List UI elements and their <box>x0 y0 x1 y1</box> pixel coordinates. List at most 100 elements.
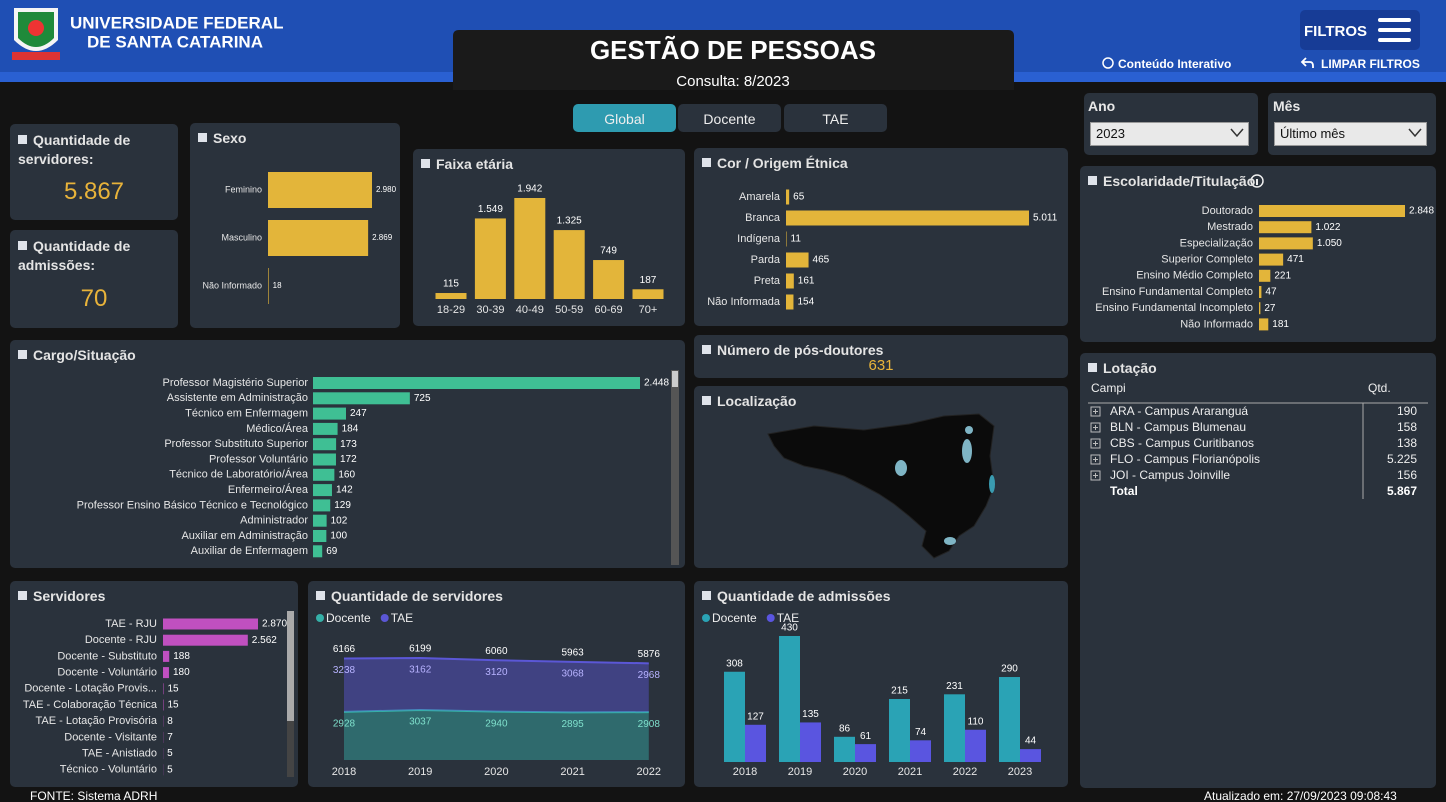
logo-star <box>28 20 44 36</box>
bar <box>313 499 331 512</box>
legend-swatch <box>316 614 324 622</box>
chart: Doutorado 2.848 Mestrado 1.022 Especializaçã… <box>1095 174 1434 331</box>
value-label: 172 <box>340 454 357 465</box>
tab[interactable]: TAE <box>784 104 887 132</box>
scrollbar[interactable] <box>671 370 679 565</box>
value-label: 61 <box>860 731 872 742</box>
legend-swatch <box>766 614 775 622</box>
value-label: 154 <box>797 297 814 308</box>
chart-panel: Amarela 65 Branca 5.011 Indígena 11 Parda 465 Pr… <box>694 148 1068 326</box>
category-label: Superior Completo <box>1161 254 1253 266</box>
category-label: Ensino Médio Completo <box>1136 270 1253 282</box>
chart-panel: 115 18-29 1.549 30-39 1.942 40-49 1.325 50-59 74… <box>413 149 685 326</box>
expand-icon[interactable] <box>1090 454 1101 465</box>
scroll-thumb[interactable] <box>287 611 294 721</box>
category-label: 60-69 <box>595 304 623 316</box>
value-label: 1.325 <box>557 216 582 227</box>
category-label: 2021 <box>560 766 584 778</box>
panel-title: Quantidade de admissões <box>702 588 891 604</box>
expand-icon[interactable] <box>1090 422 1101 433</box>
campus-value: 158 <box>1397 420 1417 434</box>
bar <box>1259 237 1313 250</box>
category-label: Auxiliar em Administração <box>181 530 308 542</box>
expand-icon[interactable] <box>1093 473 1098 478</box>
panel-title: Número de pós-doutores <box>702 342 883 358</box>
interactive-link[interactable]: Conteúdo Interativo <box>1118 57 1231 71</box>
column-header: Qtd. <box>1368 381 1391 395</box>
value-label: 160 <box>338 469 355 480</box>
clear-filters[interactable]: LIMPAR FILTROS <box>1321 57 1420 71</box>
bar <box>268 220 369 256</box>
bar <box>889 699 910 762</box>
icon <box>1378 18 1411 22</box>
panel-title: Cargo/Situação <box>18 347 136 363</box>
bar <box>745 724 766 762</box>
campus-name: ARA - Campus Araranguá <box>1110 404 1248 418</box>
value-label: 2.448 <box>644 378 669 389</box>
filters-label[interactable]: FILTROS <box>1304 23 1367 40</box>
value-label: 180 <box>173 667 190 678</box>
expand-icon[interactable] <box>1090 406 1101 417</box>
expand-icon[interactable] <box>1093 457 1098 462</box>
line <box>343 709 649 714</box>
info-icon <box>1256 179 1258 185</box>
bar <box>786 210 1029 226</box>
bar <box>313 407 346 420</box>
category-label: Professor Magistério Superior <box>162 377 308 389</box>
chart-panel: TAE - RJU 2.870 Docente - RJU 2.562 Docente … <box>10 581 298 787</box>
tab[interactable]: Global <box>573 104 676 132</box>
value-label: 127 <box>747 711 764 722</box>
category-label: Amarela <box>739 191 781 203</box>
value-label: 181 <box>1272 319 1289 330</box>
bar <box>965 729 986 762</box>
bar <box>313 530 327 542</box>
chart: Docente TAE 308 127 2018 430 135 2019 86 61 2020 21… <box>702 611 1041 778</box>
value-label: 1.022 <box>1315 222 1340 233</box>
campus-area <box>962 439 972 463</box>
area <box>344 710 649 760</box>
legend-label: TAE <box>777 611 799 625</box>
value-label: 231 <box>946 681 963 692</box>
expand-icon[interactable] <box>1090 438 1101 449</box>
scroll-thumb[interactable] <box>672 371 678 387</box>
panel-title: Sexo <box>198 130 246 146</box>
value-label: 5 <box>167 764 173 775</box>
expand-icon[interactable] <box>1090 470 1101 481</box>
value-label: 3162 <box>409 665 432 676</box>
category-label: Professor Voluntário <box>209 453 308 465</box>
expand-icon[interactable] <box>1093 409 1098 414</box>
bar <box>1259 253 1284 266</box>
line <box>343 656 649 665</box>
campus-value: 156 <box>1397 468 1417 482</box>
bar <box>313 392 410 405</box>
value-label: 2908 <box>638 719 661 730</box>
expand-icon[interactable] <box>1093 441 1098 446</box>
filters-button[interactable]: FILTROS <box>1300 10 1420 50</box>
kpi-title: Quantidade de admissões: <box>18 237 168 275</box>
value-label: 187 <box>640 275 657 286</box>
value-label: 47 <box>1265 287 1277 298</box>
year-select[interactable]: 2023 <box>1090 122 1249 146</box>
value-label: 221 <box>1274 270 1291 281</box>
total-label: 6060 <box>485 646 508 657</box>
legend-label: TAE <box>391 611 413 625</box>
value-label: 471 <box>1287 254 1304 265</box>
bar <box>163 634 248 646</box>
category-label: Docente - RJU <box>85 634 157 646</box>
value-label: 102 <box>331 515 348 526</box>
filter-card: Mês Último mês <box>1268 93 1436 155</box>
tab[interactable]: Docente <box>678 104 781 132</box>
value-label: 2940 <box>485 718 508 729</box>
month-select[interactable]: Último mês <box>1274 122 1427 146</box>
kpi-value: 70 <box>80 285 108 312</box>
total-label: 5963 <box>561 648 584 659</box>
university: UNIVERSIDADE FEDERAL <box>70 13 283 32</box>
category-label: Não Informado <box>1180 318 1253 330</box>
campus-area <box>989 475 995 493</box>
expand-icon[interactable] <box>1093 425 1098 430</box>
value-label: 69 <box>326 546 338 557</box>
category-label: 40-49 <box>516 304 544 316</box>
panel-title: Cor / Origem Étnica <box>702 155 848 171</box>
panel-title: Quantidade de servidores <box>316 588 503 604</box>
value-label: 173 <box>340 439 357 450</box>
